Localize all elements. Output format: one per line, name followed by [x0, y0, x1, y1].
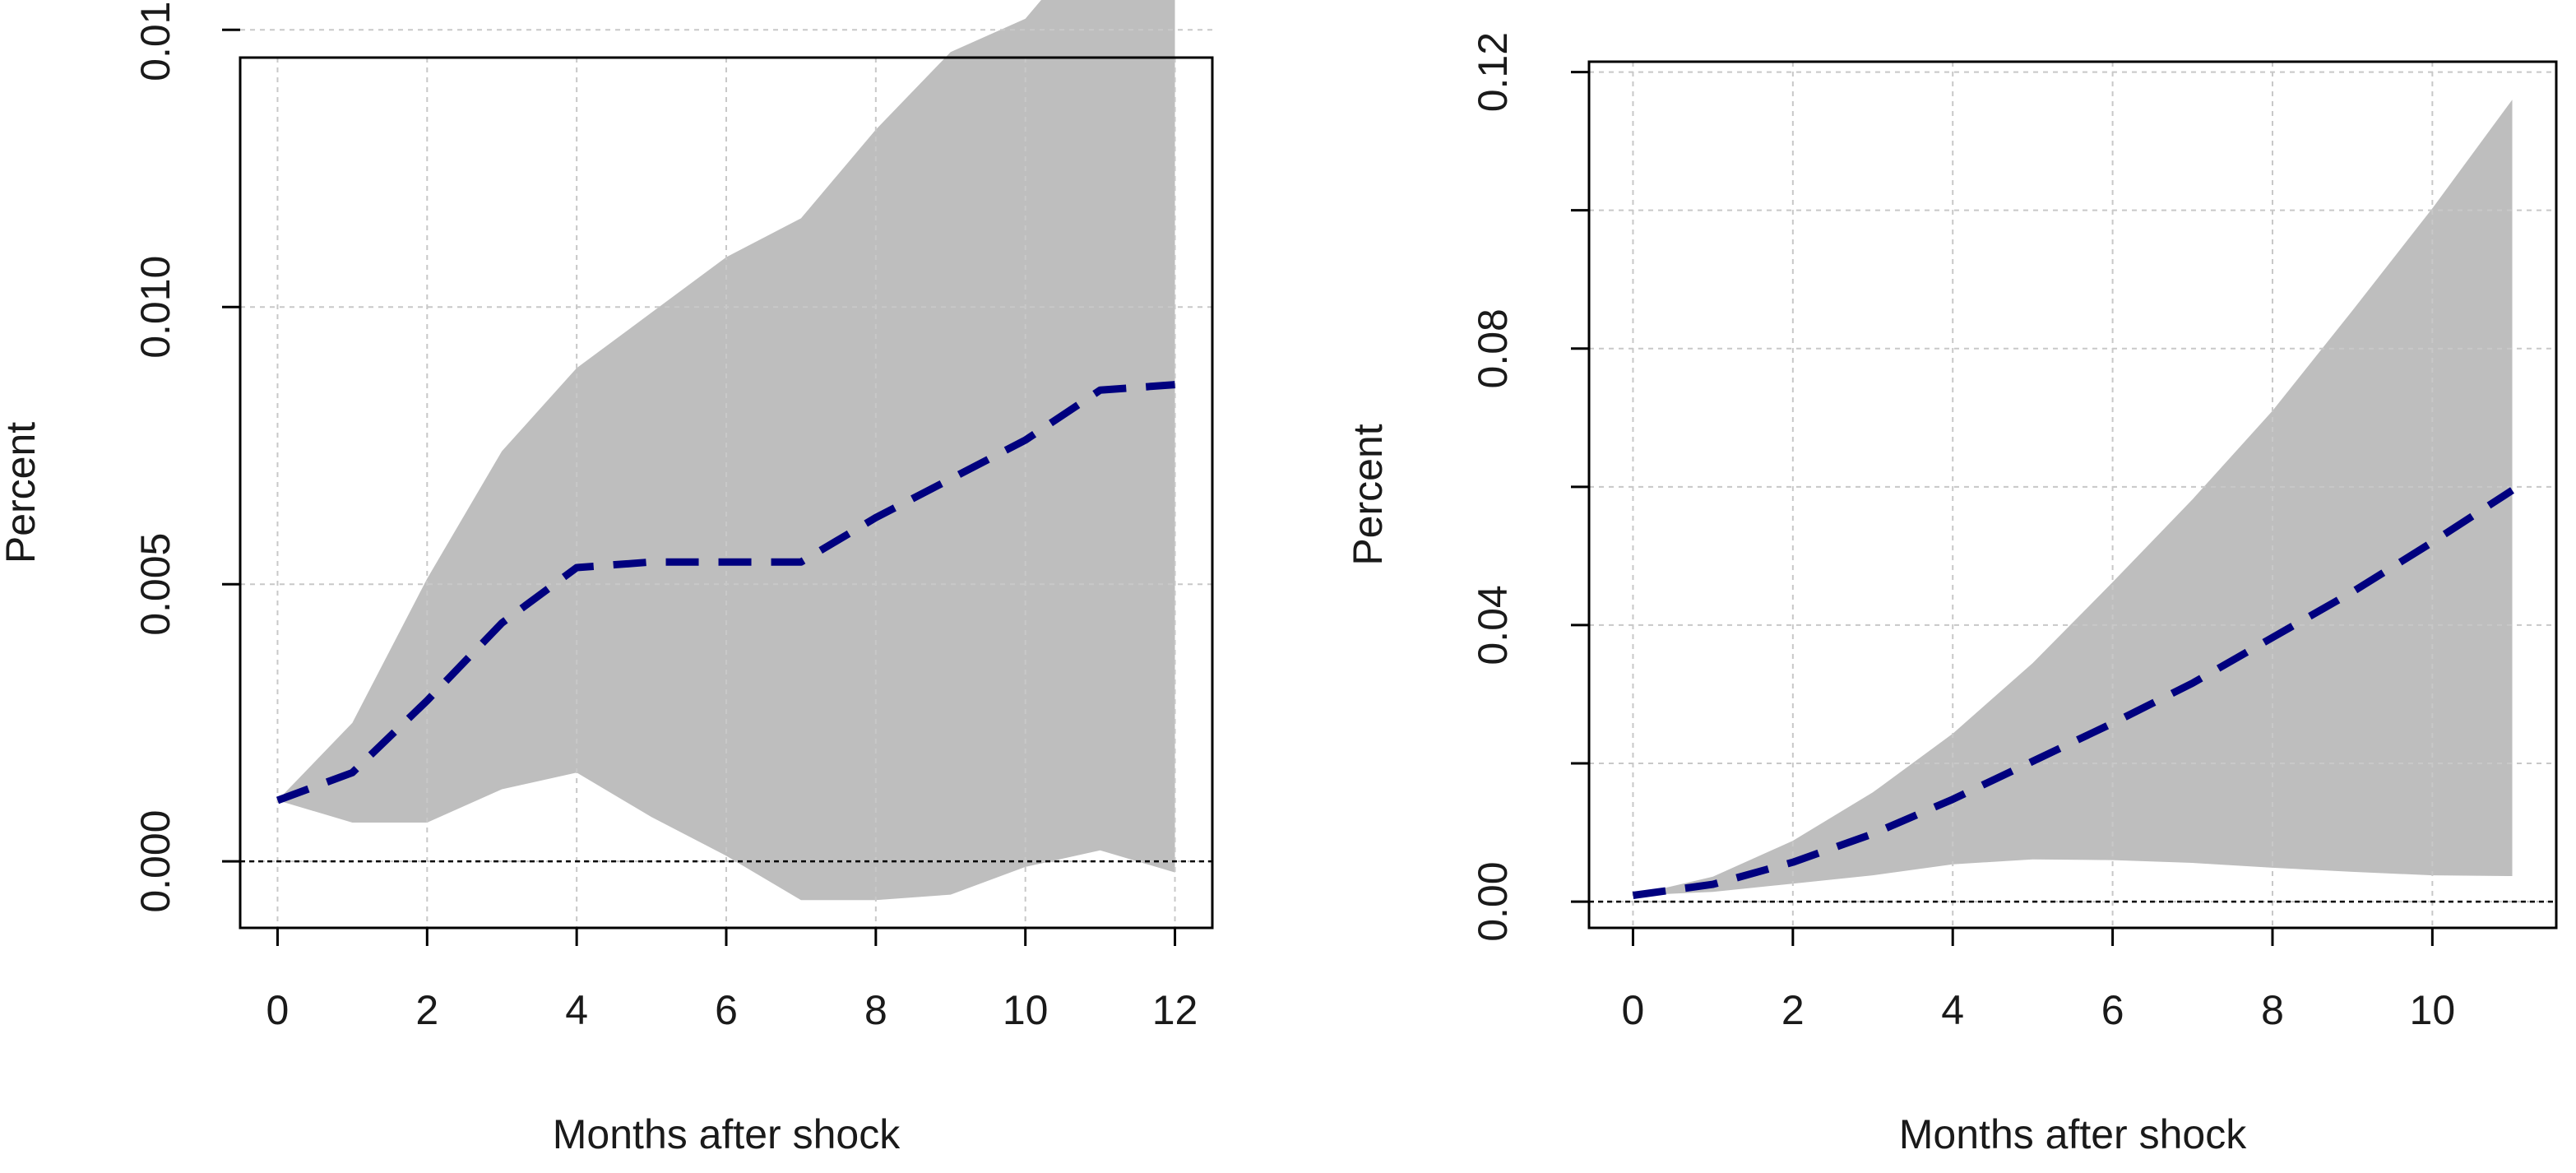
x-tick-label: 4 [1941, 987, 1964, 1033]
y-tick-label: 0.010 [132, 256, 178, 359]
y-axis-label: Percent [1345, 424, 1391, 565]
plot-frame [1587, 60, 2558, 930]
x-tick-label: 2 [415, 987, 438, 1033]
y-tick-label: 0.08 [1470, 308, 1516, 388]
x-tick-label: 10 [2410, 987, 2456, 1033]
x-tick-label: 0 [266, 987, 290, 1033]
x-axis-label: Months after shock [553, 1111, 901, 1157]
x-tick-label: 4 [565, 987, 588, 1033]
confidence-band [277, 0, 1175, 901]
x-tick-label: 8 [864, 987, 887, 1033]
x-tick-label: 12 [1152, 987, 1198, 1033]
y-tick-label: 0.12 [1470, 32, 1516, 112]
left-chart-panel: 0 2 4 6 8 10 12 0.000 0.005 0.010 0.015 Months afte… [0, 0, 1214, 1157]
point-estimate-line [276, 381, 1175, 804]
y-tick-label: 0.00 [1470, 861, 1516, 941]
y-axis-label: Percent [0, 422, 44, 563]
x-tick-label: 6 [715, 987, 738, 1033]
point-estimate-line [1632, 487, 2514, 899]
y-tick-label: 0.04 [1470, 585, 1516, 665]
x-axis-label: Months after shock [1899, 1111, 2247, 1157]
y-tick-label: 0.015 [132, 0, 178, 81]
x-tick-label: 0 [1622, 987, 1645, 1033]
x-tick-label: 8 [2261, 987, 2284, 1033]
x-tick-label: 10 [1003, 987, 1049, 1033]
right-chart-panel: 0 2 4 6 8 10 0.00 0.04 0.08 0.12 Months after shoc… [1345, 32, 2558, 1157]
y-tick-label: 0.005 [132, 533, 178, 636]
x-tick-label: 6 [2101, 987, 2124, 1033]
x-tick-label: 2 [1781, 987, 1805, 1033]
confidence-band [1633, 100, 2513, 896]
y-tick-label: 0.000 [132, 810, 178, 913]
